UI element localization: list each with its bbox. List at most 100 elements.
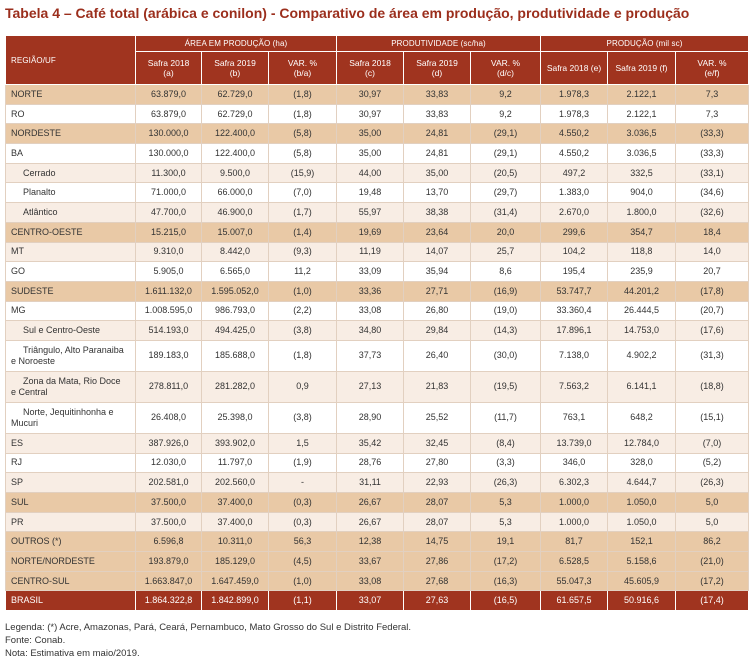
area-var-cell: 1,5 [268, 432, 337, 454]
area-safra-2018-cell: 26.408,0 [135, 401, 202, 434]
area-safra-2018-cell: 1.611.132,0 [135, 280, 202, 302]
header-group-production: PRODUÇÃO (mil sc) [539, 35, 750, 52]
row-label-cell: Zona da Mata, Rio Doce e Central [5, 370, 136, 403]
area-safra-2018-cell: 9.310,0 [135, 241, 202, 263]
table-row-ba: BA 130.000,0 122.400,0 (5,8) 35,00 24,81 (29,1… [5, 143, 750, 164]
header-group-productivity: PRODUTIVIDADE (sc/ha) [336, 35, 541, 52]
productivity-safra-2018-cell: 35,42 [336, 432, 404, 454]
area-safra-2018-cell: 47.700,0 [135, 202, 202, 223]
row-label-cell: Planalto [5, 182, 136, 204]
production-safra-2018-cell: 7.563,2 [540, 370, 608, 403]
production-safra-2019-cell: 118,8 [607, 241, 676, 263]
table-row-norte: NORTE 63.879,0 62.729,0 (1,8) 30,97 33,83 9,2 1… [5, 84, 750, 105]
productivity-var-cell: (30,0) [470, 339, 541, 372]
production-var-cell: 5,0 [674, 492, 750, 513]
header-area-var: VAR. % (b/a) [268, 51, 337, 85]
row-label-cell: CENTRO-OESTE [5, 221, 136, 243]
productivity-var-cell: (3,3) [470, 452, 541, 474]
row-label-cell: NORDESTE [5, 123, 136, 145]
table-row-sudeste: SUDESTE 1.611.132,0 1.595.052,0 (1,0) 33,36 2… [5, 280, 750, 302]
header-production-var: VAR. % (e/f) [674, 51, 750, 85]
productivity-safra-2019-cell: 27,63 [403, 590, 471, 612]
table-row-outros: OUTROS (*) 6.596,8 10.311,0 56,3 12,38 14,75 1… [5, 531, 750, 553]
production-safra-2018-cell: 1.383,0 [540, 182, 608, 204]
production-safra-2019-cell: 3.036,5 [607, 123, 676, 145]
production-var-cell: 20,7 [674, 261, 750, 282]
productivity-safra-2019-cell: 27,71 [403, 280, 471, 302]
production-safra-2018-cell: 4.550,2 [540, 143, 608, 164]
area-var-cell: (0,3) [268, 511, 337, 533]
productivity-safra-2018-cell: 19,69 [336, 221, 404, 243]
header-label: Safra 2019 (b) [214, 57, 256, 78]
area-safra-2019-cell: 185.129,0 [201, 551, 269, 572]
header-productivity-var: VAR. % (d/c) [470, 51, 541, 85]
row-label-cell: SUDESTE [5, 280, 136, 302]
production-var-cell: (5,2) [674, 452, 750, 474]
productivity-safra-2018-cell: 34,80 [336, 320, 404, 341]
table-row-pr: PR 37.500,0 37.400,0 (0,3) 26,67 28,07 5,3 1.00… [5, 511, 750, 533]
header-productivity-safra-2019: Safra 2019 (d) [403, 51, 471, 85]
area-safra-2019-cell: 122.400,0 [201, 143, 269, 164]
row-label-cell: Triângulo, Alto Paranaiba e Noroeste [5, 339, 136, 372]
table-header: REGIÃO/UF ÁREA EM PRODUÇÃO (ha) PRODUTIV… [5, 35, 750, 85]
productivity-var-cell: 20,0 [470, 221, 541, 243]
production-safra-2019-cell: 904,0 [607, 182, 676, 204]
table-row-nordeste: NORDESTE 130.000,0 122.400,0 (5,8) 35,00 24,8… [5, 123, 750, 145]
table-row-sul: SUL 37.500,0 37.400,0 (0,3) 26,67 28,07 5,3 1.0… [5, 492, 750, 513]
productivity-safra-2019-cell: 33,83 [403, 103, 471, 125]
row-label-cell: PR [5, 511, 136, 533]
area-var-cell: (9,3) [268, 241, 337, 263]
coffee-comparison-table: REGIÃO/UF ÁREA EM PRODUÇÃO (ha) PRODUTIV… [5, 35, 750, 612]
footnote-source: Fonte: Conab. [5, 635, 66, 646]
area-var-cell: (1,7) [268, 202, 337, 223]
production-safra-2018-cell: 6.528,5 [540, 551, 608, 572]
production-var-cell: (33,3) [674, 123, 750, 145]
header-label: VAR. % (d/c) [490, 57, 521, 78]
area-var-cell: (1,9) [268, 452, 337, 474]
table-row-zona-da-mata-rio-doce-central: Zona da Mata, Rio Doce e Central 278.811,… [5, 370, 750, 403]
productivity-safra-2018-cell: 35,00 [336, 143, 404, 164]
header-production-safra-2018: Safra 2018 (e) [540, 51, 608, 85]
row-label-cell: RO [5, 103, 136, 125]
productivity-safra-2019-cell: 28,07 [403, 492, 471, 513]
productivity-safra-2018-cell: 27,13 [336, 370, 404, 403]
header-label: Safra 2018 (c) [349, 57, 391, 78]
production-var-cell: (17,2) [674, 570, 750, 592]
area-safra-2019-cell: 494.425,0 [201, 320, 269, 341]
productivity-safra-2018-cell: 19,48 [336, 182, 404, 204]
header-label: Safra 2018 (a) [147, 57, 190, 78]
productivity-safra-2018-cell: 55,97 [336, 202, 404, 223]
production-var-cell: (21,0) [674, 551, 750, 572]
production-safra-2019-cell: 354,7 [607, 221, 676, 243]
production-safra-2018-cell: 17.896,1 [540, 320, 608, 341]
area-safra-2019-cell: 37.400,0 [201, 511, 269, 533]
production-safra-2019-cell: 14.753,0 [607, 320, 676, 341]
production-safra-2019-cell: 5.158,6 [607, 551, 676, 572]
productivity-var-cell: (16,9) [470, 280, 541, 302]
header-label: Safra 2019 (d) [416, 57, 458, 78]
productivity-var-cell: 9,2 [470, 103, 541, 125]
table-title: Tabela 4 – Café total (arábica e conilon… [5, 5, 690, 21]
productivity-var-cell: (19,0) [470, 300, 541, 322]
productivity-safra-2019-cell: 28,07 [403, 511, 471, 533]
production-var-cell: (17,4) [674, 590, 750, 612]
area-safra-2019-cell: 10.311,0 [201, 531, 269, 553]
productivity-safra-2019-cell: 26,40 [403, 339, 471, 372]
productivity-var-cell: 5,3 [470, 511, 541, 533]
productivity-safra-2019-cell: 21,83 [403, 370, 471, 403]
production-safra-2019-cell: 332,5 [607, 162, 676, 184]
productivity-safra-2019-cell: 27,68 [403, 570, 471, 592]
area-var-cell: (5,8) [268, 123, 337, 145]
productivity-safra-2018-cell: 33,67 [336, 551, 404, 572]
area-var-cell: (0,3) [268, 492, 337, 513]
header-group-area: ÁREA EM PRODUÇÃO (ha) [135, 35, 337, 52]
productivity-safra-2018-cell: 33,36 [336, 280, 404, 302]
area-safra-2019-cell: 281.282,0 [201, 370, 269, 403]
production-safra-2019-cell: 4.644,7 [607, 472, 676, 493]
row-label-cell: SP [5, 472, 136, 493]
row-label-cell: NORTE [5, 84, 136, 105]
productivity-safra-2019-cell: 25,52 [403, 401, 471, 434]
production-var-cell: 5,0 [674, 511, 750, 533]
header-label: Safra 2018 (e) [546, 62, 602, 73]
